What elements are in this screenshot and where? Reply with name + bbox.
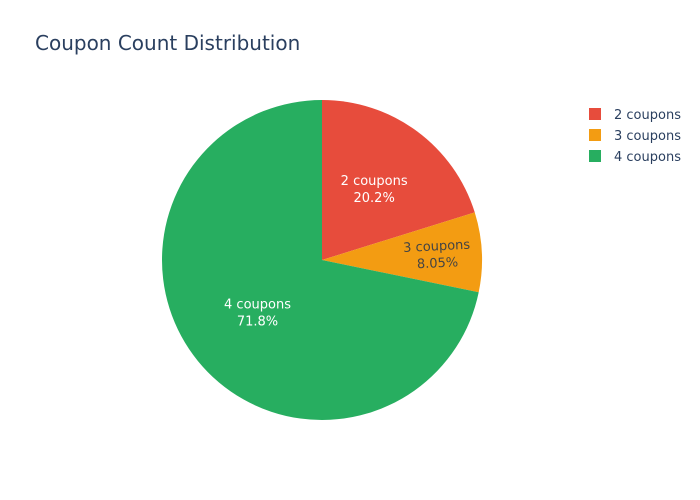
- legend: 2 coupons 3 coupons 4 coupons: [589, 108, 681, 165]
- legend-label-3[interactable]: 4 coupons: [614, 150, 681, 165]
- legend-label-2[interactable]: 3 coupons: [614, 129, 681, 144]
- pie-slice-1[interactable]: [322, 100, 475, 260]
- pie-slices: [161, 100, 483, 420]
- pie-slice-label-3: 4 coupons 71.8%: [224, 298, 291, 330]
- pie-slice-label-1: 2 coupons 20.2%: [341, 174, 408, 206]
- slice-category-label: 2 coupons: [341, 174, 408, 189]
- pie-slice-2[interactable]: [322, 212, 483, 293]
- legend-swatch-3[interactable]: [589, 150, 601, 162]
- pie-slice-3[interactable]: [161, 100, 479, 420]
- chart-title: Coupon Count Distribution: [35, 31, 300, 55]
- slice-category-label: 3 coupons: [403, 238, 471, 256]
- legend-swatch-2[interactable]: [589, 129, 601, 141]
- slice-category-label: 4 coupons: [224, 298, 291, 313]
- slice-percent-label: 71.8%: [237, 315, 278, 330]
- legend-swatch-1[interactable]: [589, 108, 601, 120]
- slice-percent-label: 20.2%: [353, 191, 394, 206]
- legend-label-1[interactable]: 2 coupons: [614, 108, 681, 123]
- slice-percent-label: 8.05%: [417, 255, 459, 272]
